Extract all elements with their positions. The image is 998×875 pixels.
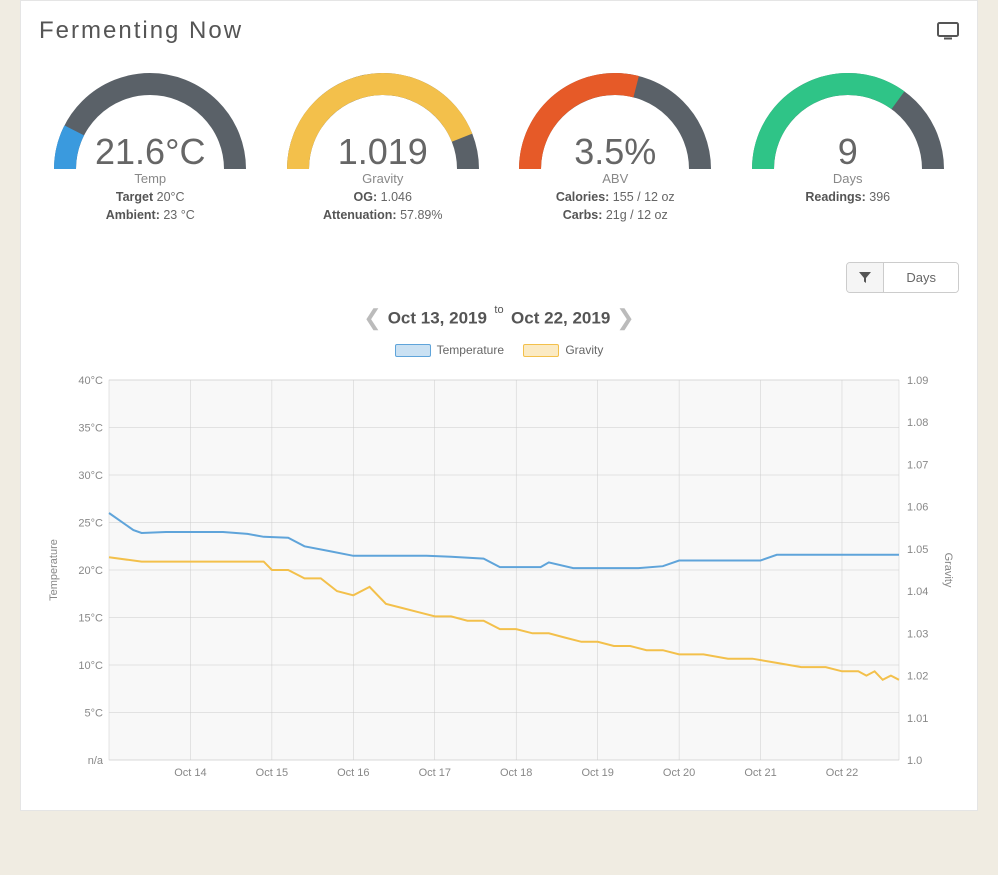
svg-text:15°C: 15°C bbox=[78, 612, 103, 624]
gauge-gravity-sub2: Attenuation: 57.89% bbox=[272, 208, 493, 222]
monitor-icon[interactable] bbox=[937, 22, 959, 40]
svg-text:40°C: 40°C bbox=[78, 375, 103, 387]
svg-text:Temperature: Temperature bbox=[48, 539, 60, 601]
legend-temp-swatch bbox=[395, 344, 431, 357]
svg-text:Oct 22: Oct 22 bbox=[826, 767, 858, 779]
legend-temp[interactable]: Temperature bbox=[395, 343, 504, 357]
svg-text:Oct 19: Oct 19 bbox=[581, 767, 613, 779]
filter-label[interactable]: Days bbox=[884, 263, 958, 292]
dashboard-card: Fermenting Now 21.6°C Temp Target 20°C A… bbox=[20, 0, 978, 811]
legend-gravity-swatch bbox=[523, 344, 559, 357]
gauge-temp-sub1: Target 20°C bbox=[40, 190, 261, 204]
gauge-temp: 21.6°C Temp Target 20°C Ambient: 23 °C bbox=[40, 69, 261, 222]
svg-text:Oct 18: Oct 18 bbox=[500, 767, 532, 779]
gauge-gravity-label: Gravity bbox=[272, 171, 493, 186]
svg-text:1.04: 1.04 bbox=[907, 586, 928, 598]
svg-text:Oct 16: Oct 16 bbox=[337, 767, 369, 779]
gauge-gravity-sub1: OG: 1.046 bbox=[272, 190, 493, 204]
svg-text:1.06: 1.06 bbox=[907, 501, 928, 513]
legend-temp-label: Temperature bbox=[437, 343, 504, 357]
chart: n/a 5°C 10°C 15°C 20°C 25°C 30°C 35°C 40°C 1.0 1.0… bbox=[39, 370, 959, 790]
gauge-days-sub1: Readings: 396 bbox=[737, 190, 958, 204]
svg-text:1.07: 1.07 bbox=[907, 459, 928, 471]
svg-text:35°C: 35°C bbox=[78, 422, 103, 434]
svg-text:Gravity: Gravity bbox=[942, 552, 954, 587]
svg-text:Oct 14: Oct 14 bbox=[174, 767, 206, 779]
svg-text:n/a: n/a bbox=[88, 755, 104, 767]
svg-text:1.05: 1.05 bbox=[907, 543, 928, 555]
filter-icon[interactable] bbox=[847, 263, 884, 292]
gauge-abv-sub2: Carbs: 21g / 12 oz bbox=[505, 208, 726, 222]
svg-text:1.03: 1.03 bbox=[907, 628, 928, 640]
next-chevron-icon[interactable]: ❯ bbox=[614, 307, 636, 329]
date-nav: ❮ Oct 13, 2019 to Oct 22, 2019 ❯ bbox=[39, 307, 959, 329]
svg-text:1.08: 1.08 bbox=[907, 417, 928, 429]
gauge-days-label: Days bbox=[737, 171, 958, 186]
svg-text:Oct 15: Oct 15 bbox=[256, 767, 288, 779]
svg-text:Oct 21: Oct 21 bbox=[744, 767, 776, 779]
legend-gravity-label: Gravity bbox=[565, 343, 603, 357]
svg-text:Oct 17: Oct 17 bbox=[419, 767, 451, 779]
gauge-abv: 3.5% ABV Calories: 155 / 12 oz Carbs: 21… bbox=[505, 69, 726, 222]
svg-text:20°C: 20°C bbox=[78, 565, 103, 577]
filter-dropdown[interactable]: Days bbox=[846, 262, 959, 293]
chart-legend: Temperature Gravity bbox=[39, 343, 959, 360]
gauge-temp-sub2: Ambient: 23 °C bbox=[40, 208, 261, 222]
svg-text:1.01: 1.01 bbox=[907, 712, 928, 724]
gauge-abv-label: ABV bbox=[505, 171, 726, 186]
gauges-row: 21.6°C Temp Target 20°C Ambient: 23 °C 1… bbox=[39, 69, 959, 222]
date-range-text: Oct 13, 2019 to Oct 22, 2019 bbox=[388, 308, 611, 328]
gauge-days: 9 Days Readings: 396 bbox=[737, 69, 958, 222]
svg-text:10°C: 10°C bbox=[78, 660, 103, 672]
legend-gravity[interactable]: Gravity bbox=[523, 343, 603, 357]
gauge-temp-label: Temp bbox=[40, 171, 261, 186]
svg-text:30°C: 30°C bbox=[78, 470, 103, 482]
page-title: Fermenting Now bbox=[39, 17, 243, 45]
gauge-gravity: 1.019 Gravity OG: 1.046 Attenuation: 57.… bbox=[272, 69, 493, 222]
prev-chevron-icon[interactable]: ❮ bbox=[361, 307, 383, 329]
svg-text:1.09: 1.09 bbox=[907, 375, 928, 387]
gauge-abv-sub1: Calories: 155 / 12 oz bbox=[505, 190, 726, 204]
svg-text:5°C: 5°C bbox=[85, 707, 104, 719]
svg-text:25°C: 25°C bbox=[78, 517, 103, 529]
svg-text:1.0: 1.0 bbox=[907, 755, 922, 767]
svg-text:Oct 20: Oct 20 bbox=[663, 767, 695, 779]
header: Fermenting Now bbox=[39, 17, 959, 45]
filter-row: Days bbox=[39, 262, 959, 293]
svg-text:1.02: 1.02 bbox=[907, 670, 928, 682]
